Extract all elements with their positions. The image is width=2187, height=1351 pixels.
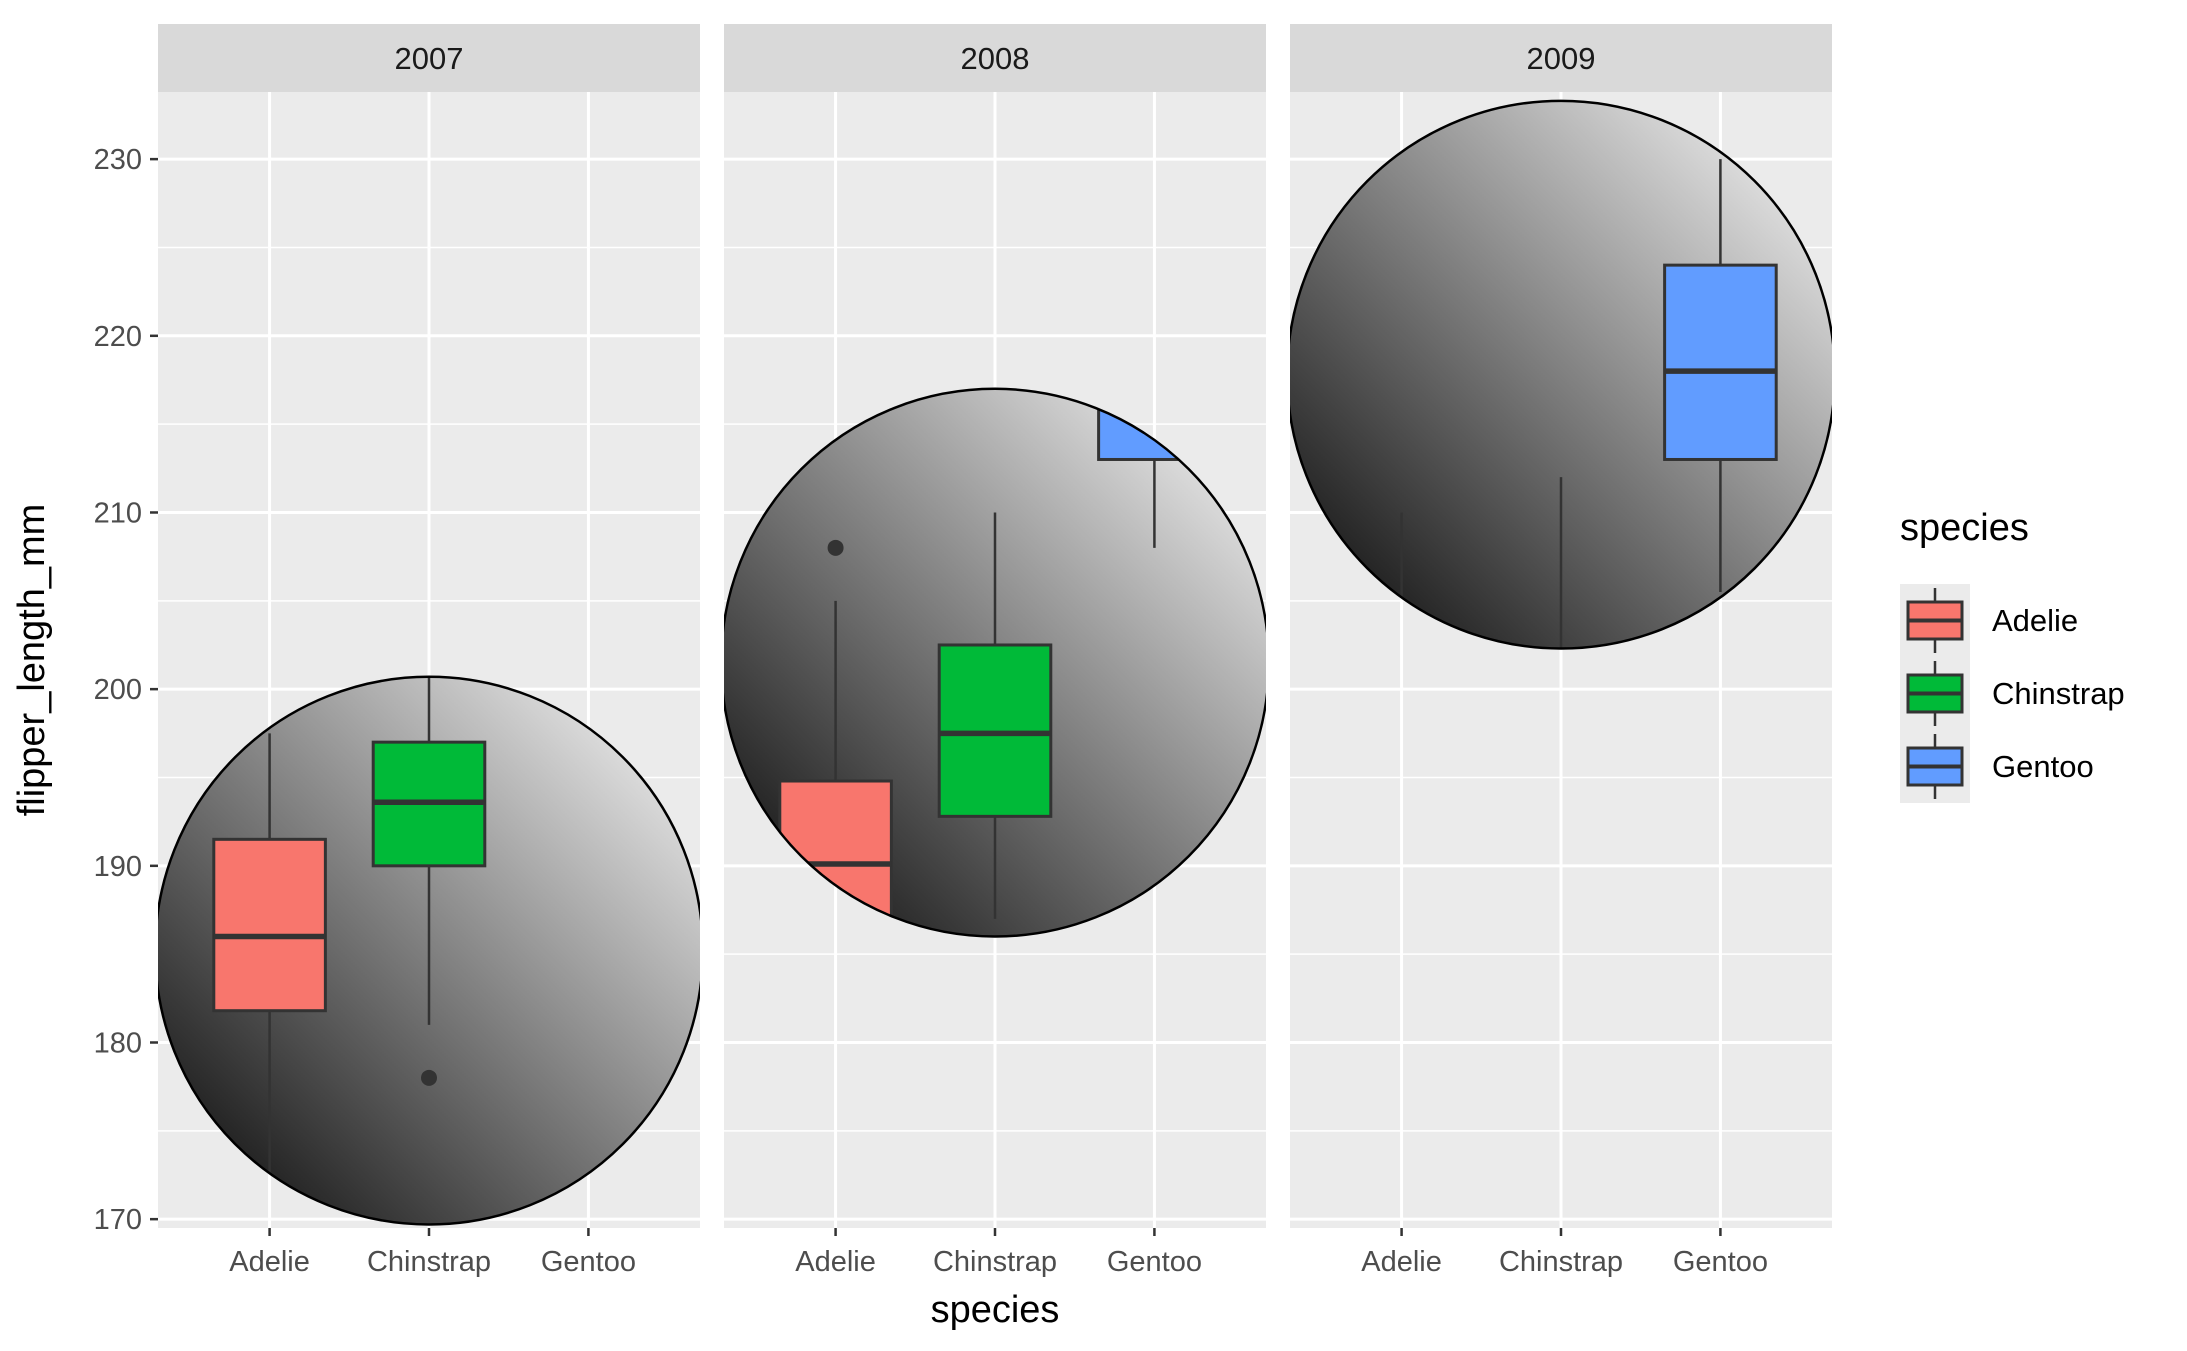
- y-tick-label-180: 180: [94, 1027, 142, 1059]
- x-tick-label-gentoo: Gentoo: [541, 1246, 636, 1278]
- gradient-circle-outline: [158, 675, 700, 1226]
- x-tick-label-adelie: Adelie: [1361, 1246, 1442, 1278]
- y-tick-label-170: 170: [94, 1204, 142, 1236]
- x-tick-label-adelie: Adelie: [229, 1246, 310, 1278]
- y-tick-label-190: 190: [94, 851, 142, 883]
- y-tick-label-200: 200: [94, 674, 142, 706]
- facet-strip-label: 2009: [1527, 41, 1596, 76]
- box-iqr: [1663, 263, 1778, 461]
- facet-panel-2008: 2008 Adelie Chinstrap Gentoo: [724, 24, 1266, 1278]
- x-axis-title: species: [931, 1289, 1060, 1331]
- facet-strip-2009: [1290, 24, 1832, 92]
- legend-key-adelie: [1900, 584, 1970, 657]
- outlier-point: [827, 539, 844, 556]
- boxplot-chinstrap: [371, 676, 487, 1086]
- outlier-point: [421, 1069, 437, 1086]
- facet-panel-2009: 2009 Adelie Chinstrap Gentoo: [1290, 24, 1832, 1278]
- legend-key-gentoo: [1900, 730, 1970, 803]
- facet-strip-2007: [158, 24, 700, 92]
- legend-label-adelie: Adelie: [1992, 603, 2078, 638]
- facet-panel-2007: 2007 Adelie Chinstrap Gentoo: [158, 24, 700, 1278]
- gradient-circle-outline: [724, 387, 1266, 938]
- facet-strip-label: 2007: [395, 41, 464, 76]
- x-tick-label-chinstrap: Chinstrap: [933, 1246, 1057, 1278]
- legend: species Adelie Chinstrap Gentoo: [1900, 507, 2125, 803]
- y-tick-label-210: 210: [94, 497, 142, 529]
- x-tick-label-gentoo: Gentoo: [1107, 1246, 1202, 1278]
- x-tick-label-gentoo: Gentoo: [1673, 1246, 1768, 1278]
- x-tick-label-adelie: Adelie: [795, 1246, 876, 1278]
- facet-strip-2008: [724, 24, 1266, 92]
- boxplot-group: [212, 676, 487, 1184]
- boxplot-gentoo: [1663, 159, 1778, 592]
- x-tick-label-chinstrap: Chinstrap: [1499, 1246, 1623, 1278]
- legend-title: species: [1900, 507, 2029, 549]
- boxplot-chinstrap: [937, 512, 1053, 919]
- y-axis: 170 180 190 200 210 220 230: [94, 144, 158, 1236]
- y-axis-title: flipper_length_mm: [11, 504, 53, 817]
- facet-strip-label: 2008: [961, 41, 1030, 76]
- gradient-circle-outline: [1290, 99, 1832, 650]
- box-iqr: [212, 837, 327, 1013]
- x-tick-label-chinstrap: Chinstrap: [367, 1246, 491, 1278]
- boxplot-chinstrap: [1559, 477, 1563, 649]
- gradient-circle: [1290, 100, 1832, 649]
- y-tick-label-230: 230: [94, 144, 142, 176]
- gradient-circle-group: [158, 676, 700, 1225]
- legend-label-gentoo: Gentoo: [1992, 749, 2094, 784]
- legend-label-chinstrap: Chinstrap: [1992, 676, 2125, 711]
- boxplot-adelie: [212, 733, 327, 1184]
- y-tick-label-220: 220: [94, 321, 142, 353]
- facet-panels: 2007 Adelie Chinstrap Gentoo 2008 Adelie Chins…: [158, 24, 1832, 1278]
- legend-key-chinstrap: [1900, 657, 1970, 730]
